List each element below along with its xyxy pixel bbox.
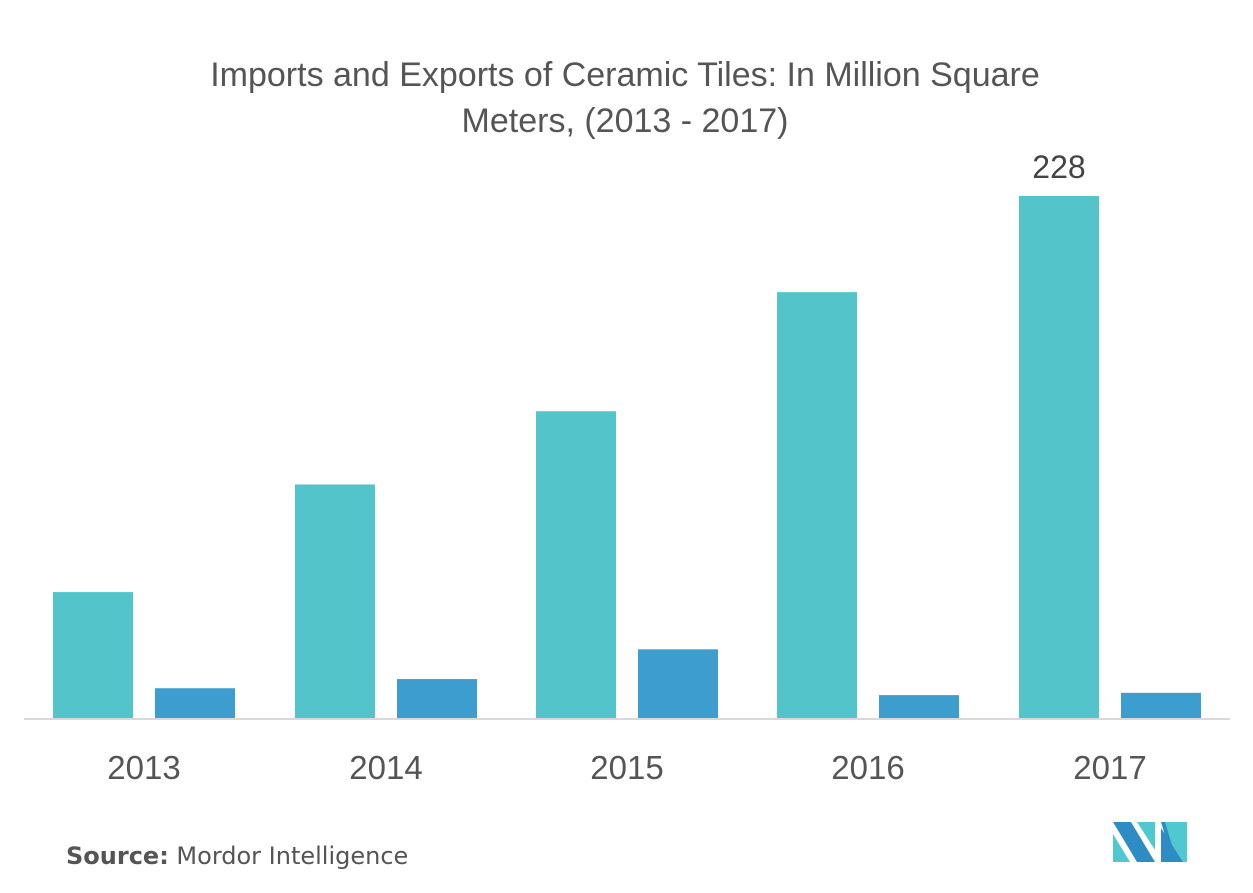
bar-2016-series-2 [879,695,959,718]
x-tick-label: 2017 [1073,749,1146,786]
bar-2014-series-1 [295,484,375,718]
data-label: 228 [1032,149,1085,185]
bar-2014-series-2 [397,679,477,718]
source-note: Source: Mordor Intelligence [66,842,408,870]
bar-2013-series-1 [53,592,133,718]
x-tick-label: 2014 [349,749,422,786]
x-tick-label: 2015 [590,749,663,786]
x-tick-label: 2013 [107,749,180,786]
x-tick-label: 2016 [831,749,904,786]
mordor-intelligence-logo [1113,822,1187,862]
chart-title-line-1: Imports and Exports of Ceramic Tiles: In… [210,56,1040,94]
chart-title: Imports and Exports of Ceramic Tiles: In… [100,52,1150,144]
source-label: Source: [66,842,169,870]
source-text: Mordor Intelligence [168,842,409,870]
bar-2015-series-2 [638,649,718,718]
bar-2015-series-1 [536,411,616,718]
bar-2017-series-1 [1019,196,1099,718]
bar-2013-series-2 [155,688,235,718]
bar-2017-series-2 [1121,692,1201,718]
chart-title-line-2: Meters, (2013 - 2017) [461,102,789,140]
bar-2016-series-1 [777,292,857,718]
